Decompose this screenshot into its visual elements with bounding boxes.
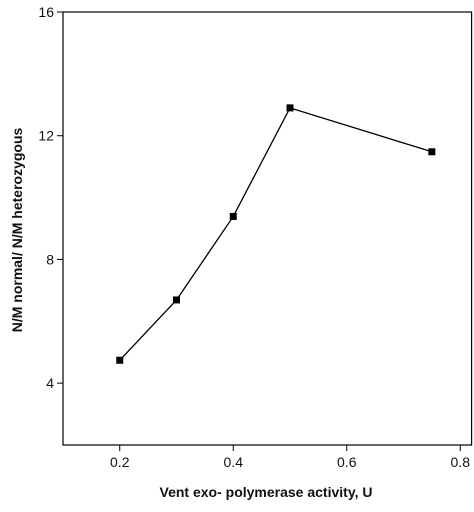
x-tick-label: 0.6 <box>337 454 357 470</box>
data-line <box>119 107 433 361</box>
y-tick-label: 4 <box>46 375 54 391</box>
y-tick-label: 12 <box>38 128 54 144</box>
x-tick-label: 0.2 <box>110 454 130 470</box>
data-point <box>173 296 180 304</box>
y-tick-label: 16 <box>38 4 54 20</box>
data-point <box>286 104 294 112</box>
x-axis-label: Vent exo- polymerase activity, U <box>160 484 373 500</box>
x-tick-label: 0.4 <box>224 454 244 470</box>
plot-frame <box>62 11 473 446</box>
data-point <box>116 356 124 364</box>
y-axis-label: N/M normal/ N/M heterozygous <box>9 128 25 333</box>
data-point <box>428 148 436 156</box>
data-point <box>229 212 237 220</box>
y-tick-label: 8 <box>46 251 54 267</box>
x-tick-label: 0.8 <box>451 454 471 470</box>
